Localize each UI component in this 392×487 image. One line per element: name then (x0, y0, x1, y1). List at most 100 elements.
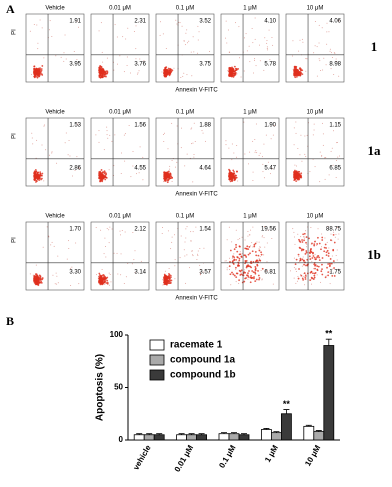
event-dot (243, 280, 246, 283)
event-dot (240, 76, 242, 78)
event-dot (305, 230, 307, 232)
event-dot (250, 274, 252, 277)
event-dot (313, 129, 315, 131)
event-dot (301, 239, 303, 241)
event-dot (318, 242, 321, 245)
event-dot (165, 175, 168, 177)
event-dot (56, 275, 58, 277)
event-dot (319, 60, 321, 62)
event-dot (169, 165, 171, 167)
event-dot (301, 258, 304, 261)
event-dot (241, 252, 243, 254)
event-dot (51, 36, 53, 38)
event-dot (330, 239, 332, 241)
event-dot (316, 256, 318, 259)
event-dot (300, 73, 302, 75)
event-dot (265, 270, 267, 272)
quadrant-value: 1.54 (199, 227, 211, 233)
event-dot (251, 270, 254, 272)
event-dot (299, 74, 302, 77)
event-dot (299, 176, 302, 178)
event-dot (234, 178, 237, 181)
event-dot (196, 258, 198, 260)
event-dot (240, 272, 242, 274)
event-dot (271, 168, 273, 170)
event-dot (167, 230, 169, 232)
event-dot (324, 157, 326, 159)
event-dot (231, 178, 233, 180)
event-dot (102, 66, 104, 68)
event-dot (329, 48, 331, 50)
event-dot (293, 236, 295, 238)
event-dot (104, 237, 106, 239)
event-dot (324, 237, 326, 239)
event-dot (258, 259, 261, 262)
event-dot (103, 68, 105, 70)
event-dot (330, 52, 332, 54)
quadrant-value: 4.55 (134, 165, 146, 171)
event-dot (256, 241, 258, 243)
event-dot (310, 271, 313, 273)
quadrant-value: 2.86 (69, 165, 81, 171)
event-dot (161, 233, 163, 235)
event-dot (174, 259, 176, 261)
event-dot (226, 267, 228, 269)
event-dot (199, 247, 201, 249)
bar (196, 434, 208, 441)
event-dot (317, 236, 319, 239)
event-dot (110, 281, 112, 283)
event-dot (162, 133, 164, 135)
event-dot (331, 255, 333, 257)
event-dot (302, 41, 304, 43)
event-dot (332, 260, 335, 262)
event-dot (295, 180, 298, 183)
event-dot (249, 276, 252, 279)
event-dot (37, 48, 39, 50)
event-dot (171, 122, 173, 124)
event-dot (131, 263, 133, 265)
event-dot (64, 142, 66, 144)
event-dot (234, 71, 237, 74)
event-dot (163, 279, 166, 282)
event-dot (181, 25, 183, 27)
event-dot (138, 70, 140, 72)
event-dot (238, 259, 241, 262)
event-dot (299, 240, 301, 242)
event-dot (171, 180, 173, 182)
event-dot (56, 162, 58, 164)
event-dot (37, 275, 39, 278)
event-dot (235, 246, 237, 249)
event-dot (266, 242, 268, 244)
event-dot (162, 33, 164, 35)
event-dot (237, 239, 239, 241)
y-tick-label: 0 (119, 435, 124, 444)
event-dot (295, 258, 298, 261)
event-dot (321, 27, 323, 29)
event-dot (257, 274, 260, 277)
event-dot (294, 74, 297, 77)
event-dot (294, 172, 296, 175)
event-dot (303, 273, 305, 275)
error-bar (325, 338, 332, 346)
event-dot (314, 267, 316, 270)
event-dot (259, 246, 261, 248)
event-dot (302, 233, 305, 236)
event-dot (174, 234, 176, 236)
error-bar (156, 433, 163, 435)
event-dot (314, 20, 316, 22)
event-dot (297, 148, 299, 150)
quadrant-value: 3.75 (199, 61, 211, 67)
event-dot (105, 75, 107, 77)
event-dot (229, 180, 232, 183)
event-dot (34, 279, 37, 282)
event-dot (101, 173, 103, 176)
event-dot (191, 250, 193, 252)
event-dot (255, 278, 258, 281)
event-dot (106, 281, 109, 284)
event-dot (184, 241, 186, 243)
event-dot (48, 235, 50, 237)
event-dot (50, 244, 52, 246)
event-dot (258, 278, 260, 281)
event-dot (316, 274, 318, 276)
event-dot (74, 169, 76, 171)
